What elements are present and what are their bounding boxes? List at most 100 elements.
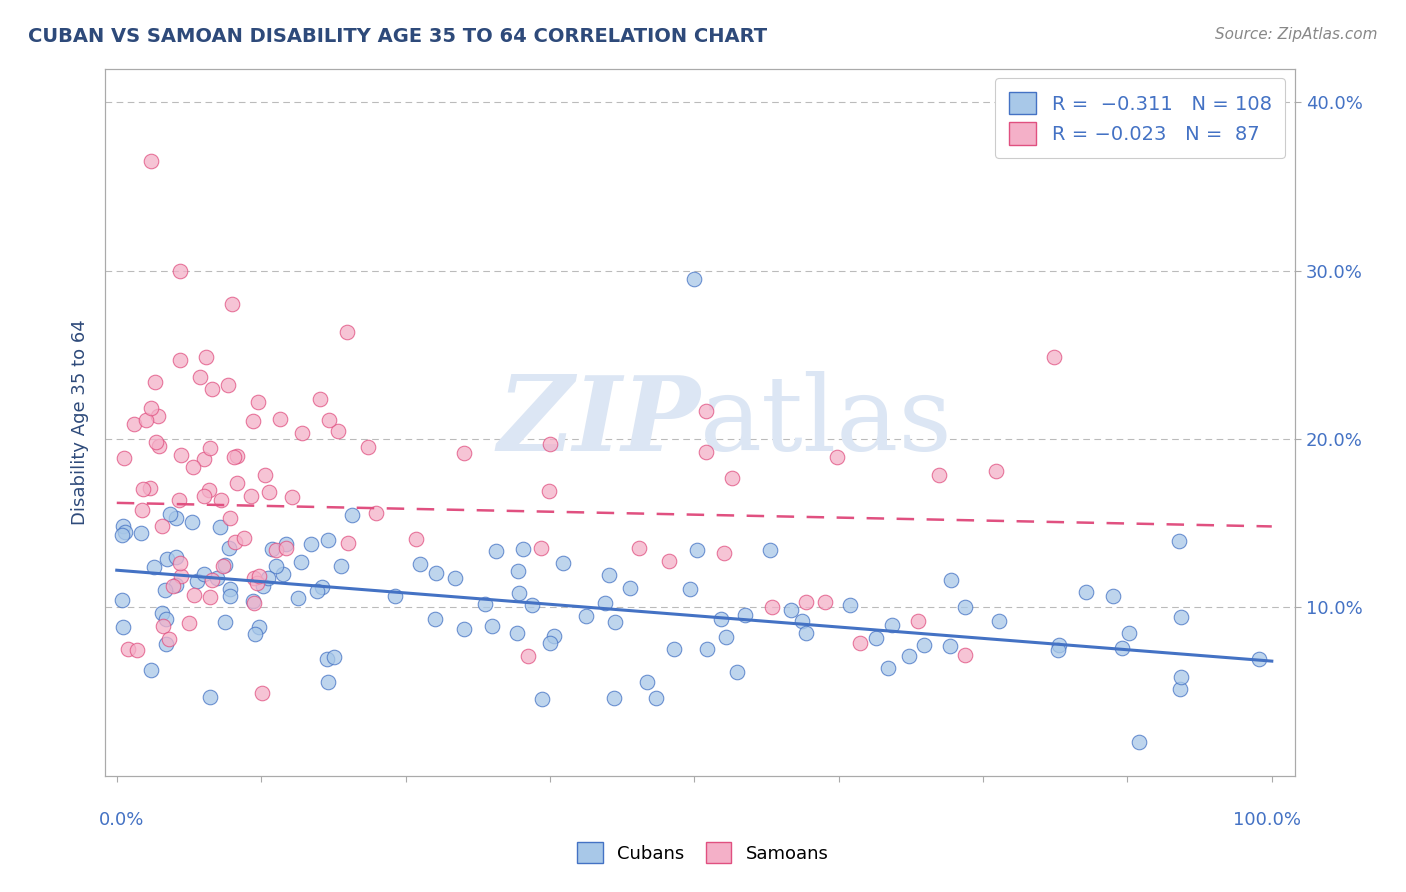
Point — [481, 619, 503, 633]
Point — [664, 642, 686, 657]
Point — [240, 489, 263, 503]
Point — [274, 537, 297, 551]
Point — [219, 589, 242, 603]
Point — [619, 581, 641, 595]
Point — [212, 558, 235, 573]
Point — [1170, 610, 1192, 624]
Point — [125, 643, 148, 657]
Point — [218, 511, 240, 525]
Point — [474, 597, 496, 611]
Point — [316, 533, 339, 548]
Point — [340, 508, 363, 522]
Point — [221, 297, 243, 311]
Point — [156, 552, 179, 566]
Point — [1074, 584, 1097, 599]
Point — [907, 614, 929, 628]
Point — [953, 648, 976, 663]
Point — [825, 450, 848, 464]
Point — [405, 532, 427, 546]
Text: atlas: atlas — [700, 371, 953, 473]
Point — [233, 531, 256, 545]
Point — [848, 636, 870, 650]
Point — [143, 375, 166, 389]
Point — [366, 507, 388, 521]
Point — [117, 642, 139, 657]
Point — [194, 350, 217, 364]
Point — [725, 665, 748, 679]
Point — [155, 612, 177, 626]
Point — [111, 592, 134, 607]
Point — [183, 460, 205, 475]
Point — [193, 452, 215, 467]
Point — [794, 595, 817, 609]
Point — [226, 475, 249, 490]
Point — [453, 622, 475, 636]
Point — [201, 383, 224, 397]
Point — [1047, 638, 1070, 652]
Point — [225, 450, 247, 464]
Point — [157, 632, 180, 647]
Point — [603, 690, 626, 705]
Point — [531, 691, 554, 706]
Point — [214, 615, 236, 629]
Point — [183, 588, 205, 602]
Point — [142, 560, 165, 574]
Point — [247, 620, 270, 634]
Point — [159, 507, 181, 521]
Point — [658, 554, 681, 568]
Point — [716, 630, 738, 644]
Point — [897, 649, 920, 664]
Point — [152, 619, 174, 633]
Point — [425, 566, 447, 580]
Point — [242, 571, 264, 585]
Point — [209, 520, 232, 534]
Point — [814, 594, 837, 608]
Point — [506, 626, 529, 640]
Point — [1168, 682, 1191, 697]
Point — [409, 557, 432, 571]
Point — [253, 467, 276, 482]
Point — [336, 536, 359, 550]
Point — [201, 573, 224, 587]
Point — [271, 567, 294, 582]
Point — [761, 599, 783, 614]
Point — [141, 664, 163, 678]
Point — [169, 353, 191, 368]
Point — [1170, 670, 1192, 684]
Point — [551, 556, 574, 570]
Point — [695, 445, 717, 459]
Point — [217, 378, 239, 392]
Point — [520, 599, 543, 613]
Point — [794, 626, 817, 640]
Point — [316, 674, 339, 689]
Point — [177, 615, 200, 630]
Point — [530, 541, 553, 555]
Point — [865, 631, 887, 645]
Point — [316, 652, 339, 666]
Point — [636, 674, 658, 689]
Point — [779, 603, 801, 617]
Point — [111, 528, 134, 542]
Point — [165, 549, 187, 564]
Point — [153, 583, 176, 598]
Point — [939, 573, 962, 587]
Point — [141, 154, 163, 169]
Point — [169, 263, 191, 277]
Point — [200, 441, 222, 455]
Point — [281, 490, 304, 504]
Point — [266, 542, 288, 557]
Point — [453, 446, 475, 460]
Point — [1102, 589, 1125, 603]
Point — [683, 272, 706, 286]
Point — [124, 417, 146, 431]
Point — [790, 614, 813, 628]
Point — [209, 493, 232, 508]
Point — [250, 686, 273, 700]
Point — [423, 612, 446, 626]
Point — [311, 580, 333, 594]
Point — [139, 401, 162, 415]
Point — [939, 639, 962, 653]
Point — [243, 626, 266, 640]
Point — [242, 596, 264, 610]
Point — [290, 555, 312, 569]
